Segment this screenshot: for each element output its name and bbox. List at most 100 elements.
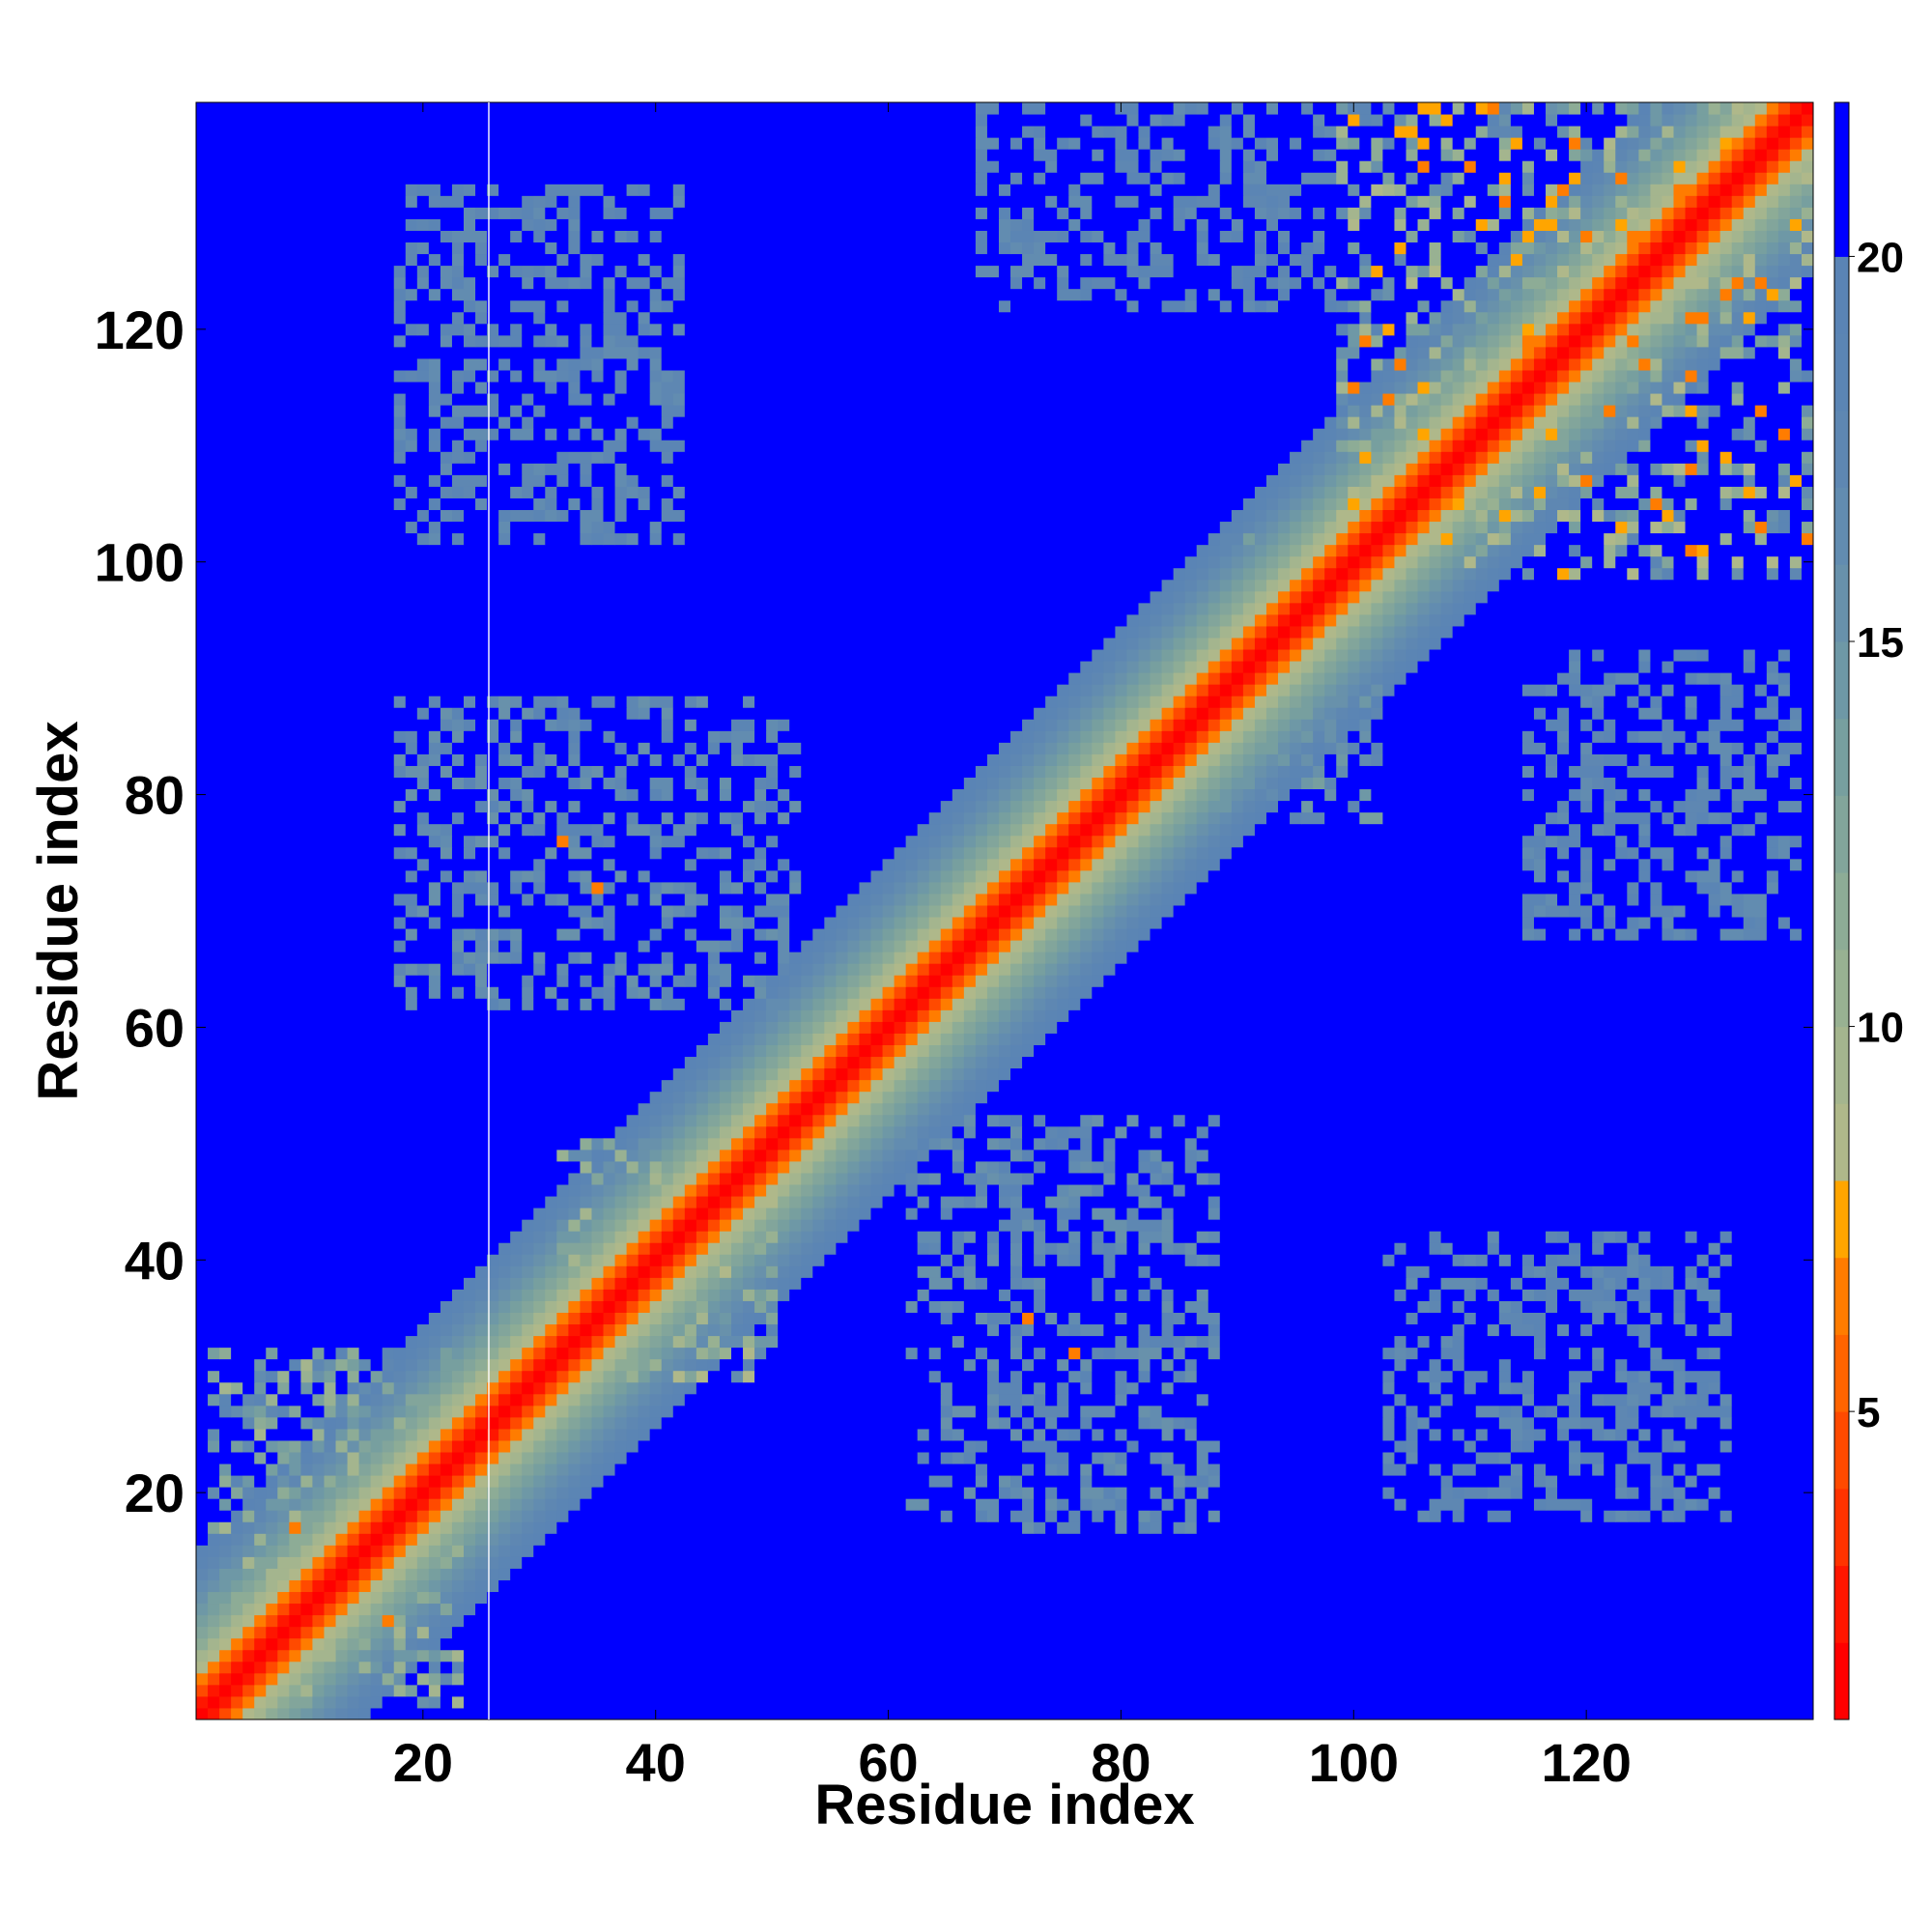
heatmap-cell xyxy=(743,1044,755,1058)
heatmap-cell xyxy=(1115,1405,1139,1418)
heatmap-cell xyxy=(1161,637,1175,650)
heatmap-cell xyxy=(719,730,732,743)
heatmap-cell xyxy=(393,1370,407,1383)
heatmap-cell xyxy=(1533,846,1547,860)
heatmap-cell xyxy=(463,1405,476,1418)
heatmap-cell xyxy=(428,986,441,999)
heatmap-cell xyxy=(347,1603,360,1616)
heatmap-cell xyxy=(1080,835,1093,848)
heatmap-cell xyxy=(719,1347,732,1360)
heatmap-cell xyxy=(196,869,407,883)
heatmap-cell xyxy=(1569,742,1581,754)
heatmap-cell xyxy=(289,1381,301,1395)
heatmap-cell xyxy=(1092,765,1104,778)
heatmap-cell xyxy=(300,1405,325,1418)
heatmap-cell xyxy=(707,1242,721,1255)
heatmap-cell xyxy=(766,1125,779,1139)
heatmap-cell xyxy=(300,1672,313,1686)
heatmap-cell xyxy=(1068,1196,1081,1208)
heatmap-cell xyxy=(1173,661,1186,673)
heatmap-cell xyxy=(1533,1254,1547,1266)
heatmap-cell xyxy=(463,1498,476,1511)
heatmap-cell xyxy=(1010,800,1023,813)
heatmap-cell xyxy=(416,1475,430,1488)
heatmap-cell xyxy=(743,1067,755,1081)
heatmap-cell xyxy=(1662,1265,1674,1278)
heatmap-cell xyxy=(1394,1347,1406,1360)
heatmap-cell xyxy=(266,1370,278,1383)
heatmap-cell xyxy=(1429,649,1570,662)
heatmap-cell xyxy=(1103,777,1116,790)
heatmap-cell xyxy=(952,1335,965,1349)
heatmap-cell xyxy=(998,963,1011,976)
heatmap-cell xyxy=(1685,811,1698,825)
heatmap-cell xyxy=(894,1067,907,1081)
heatmap-cell xyxy=(556,1475,569,1488)
heatmap-cell xyxy=(1184,1347,1209,1360)
heatmap-cell xyxy=(440,1545,453,1557)
heatmap-cell xyxy=(870,1208,907,1220)
heatmap-cell xyxy=(952,1381,988,1395)
heatmap-cell xyxy=(882,904,895,918)
heatmap-cell xyxy=(1196,649,1209,662)
heatmap-cell xyxy=(1126,917,1139,929)
heatmap-cell xyxy=(1510,1277,1523,1290)
heatmap-cell xyxy=(1138,788,1151,802)
heatmap-cell xyxy=(1650,753,1721,766)
heatmap-cell xyxy=(1057,707,1069,720)
heatmap-cell xyxy=(649,1358,663,1372)
heatmap-cell xyxy=(1231,765,1244,778)
heatmap-cell xyxy=(242,1556,255,1569)
heatmap-cell xyxy=(475,1475,488,1488)
heatmap-cell xyxy=(196,1184,557,1197)
heatmap-cell xyxy=(428,1591,441,1605)
heatmap-cell xyxy=(242,1603,255,1616)
heatmap-cell xyxy=(696,742,709,754)
heatmap-cell xyxy=(730,881,744,895)
heatmap-cell xyxy=(754,719,767,731)
heatmap-cell xyxy=(1196,661,1209,673)
heatmap-cell xyxy=(370,1439,384,1453)
heatmap-cell xyxy=(196,1231,511,1243)
heatmap-cell xyxy=(963,998,977,1010)
heatmap-cell xyxy=(1045,777,1058,790)
heatmap-cell xyxy=(312,1370,325,1383)
heatmap-cell xyxy=(1627,730,1639,743)
heatmap-cell xyxy=(743,696,755,708)
heatmap-cell xyxy=(1265,613,1279,627)
heatmap-cell xyxy=(940,1242,953,1255)
heatmap-cell xyxy=(661,1254,674,1266)
heatmap-cell xyxy=(1348,765,1523,778)
heatmap-cell xyxy=(568,800,581,813)
heatmap-cell xyxy=(672,1125,686,1139)
heatmap-cell xyxy=(952,835,965,848)
heatmap-cell xyxy=(1080,917,1093,929)
heatmap-cell xyxy=(266,1695,278,1709)
heatmap-cell xyxy=(196,602,1139,615)
heatmap-cell xyxy=(1650,904,1674,918)
heatmap-cell xyxy=(1068,1184,1093,1197)
heatmap-cell xyxy=(591,835,605,848)
heatmap-cell xyxy=(1533,730,1558,743)
heatmap-cell xyxy=(370,1649,384,1662)
heatmap-cell xyxy=(1184,1510,1198,1522)
heatmap-cell xyxy=(382,1416,395,1430)
heatmap-cell xyxy=(859,1067,871,1081)
heatmap-cell xyxy=(1475,1289,1489,1301)
heatmap-cell xyxy=(789,904,837,918)
heatmap-cell xyxy=(801,1033,813,1045)
heatmap-cell xyxy=(1103,1114,1127,1127)
heatmap-cell xyxy=(393,1428,407,1441)
heatmap-cell xyxy=(1650,893,1662,906)
heatmap-cell xyxy=(1010,1487,1023,1499)
heatmap-cell xyxy=(743,811,755,825)
heatmap-cell xyxy=(1463,1439,1477,1453)
heatmap-cell xyxy=(603,1393,616,1406)
heatmap-cell xyxy=(801,1219,813,1232)
heatmap-cell xyxy=(778,1009,790,1022)
heatmap-cell xyxy=(1126,1428,1163,1441)
heatmap-cell xyxy=(1743,893,1768,906)
heatmap-cell xyxy=(1731,788,1768,802)
heatmap-cell xyxy=(638,869,651,883)
heatmap-cell xyxy=(1685,742,1698,754)
